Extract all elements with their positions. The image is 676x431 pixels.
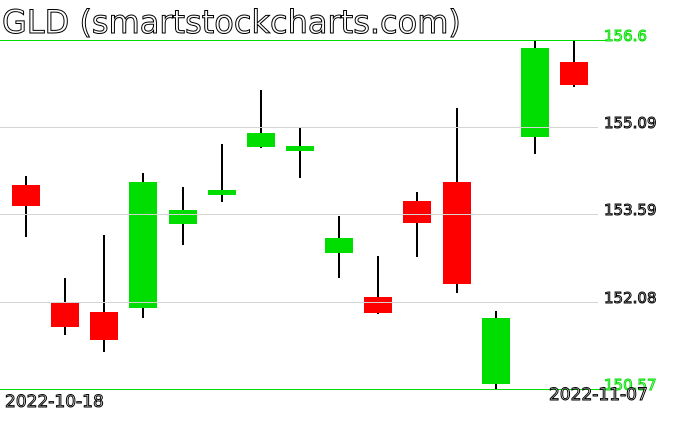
x-axis-label-end: 2022-11-07	[549, 385, 649, 406]
y-axis-label: 152.08	[604, 288, 657, 307]
candle-body	[403, 200, 432, 223]
candle-body	[207, 189, 236, 196]
y-axis-label: 155.09	[604, 114, 657, 133]
chart-title: GLD (smartstockcharts.com)	[2, 3, 462, 42]
candle-body	[286, 146, 314, 152]
price-gridline	[0, 127, 598, 128]
candle-body	[246, 133, 275, 148]
y-axis-label: 153.59	[604, 201, 657, 220]
candle-body	[442, 181, 471, 284]
candle-wick	[259, 89, 262, 149]
candle-wick	[25, 176, 27, 237]
candle-body	[168, 210, 197, 225]
y-axis-label: 150.57	[604, 376, 657, 395]
candle-body	[560, 61, 588, 86]
candle-body	[520, 48, 549, 138]
candle-body	[129, 181, 158, 308]
x-axis-label-start: 2022-10-18	[5, 392, 105, 413]
range-gridline	[0, 389, 608, 390]
candle-wick	[103, 235, 106, 352]
price-gridline	[0, 302, 598, 303]
y-axis-label: 156.6	[604, 27, 648, 46]
candle-body	[90, 312, 119, 340]
candle-wick	[299, 127, 301, 178]
range-gridline	[0, 40, 608, 41]
candle-body	[325, 237, 354, 253]
price-gridline	[0, 214, 598, 215]
candle-wick	[416, 192, 419, 258]
candle-body	[364, 296, 393, 313]
candle-body	[481, 317, 510, 384]
candle-body	[12, 184, 40, 207]
candle-wick	[377, 255, 380, 314]
candle-wick	[220, 144, 223, 203]
candle-body	[51, 302, 80, 328]
